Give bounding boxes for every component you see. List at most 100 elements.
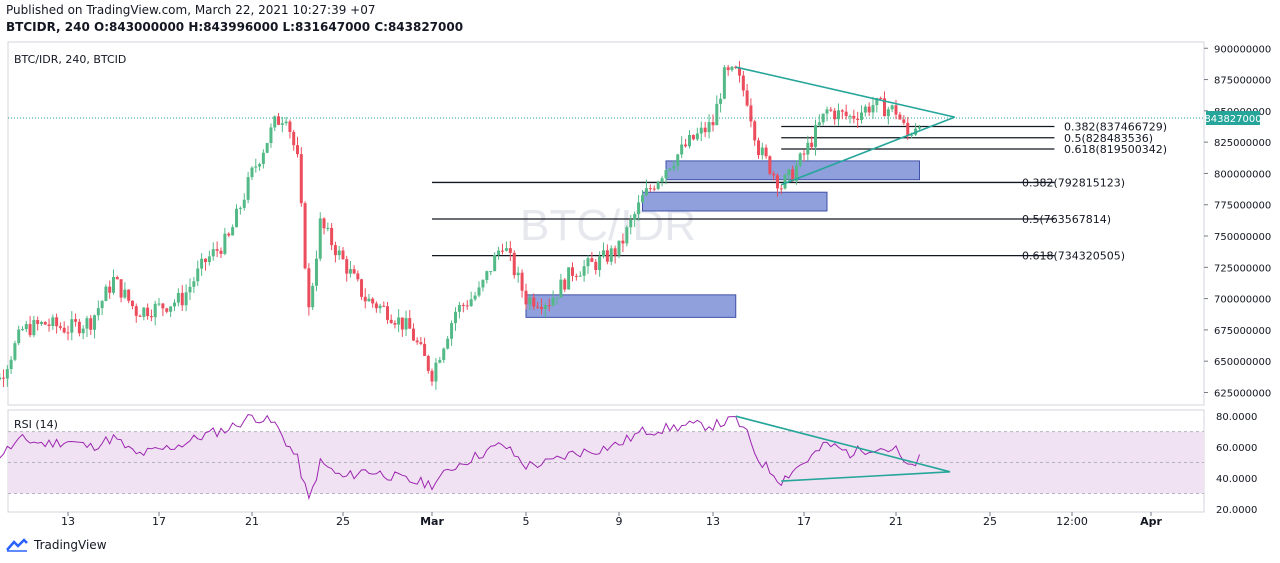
rsi-pane: 80.0000 60.0000 40.0000 20.0000 — [0, 412, 1257, 516]
time-tick-label: 17 — [152, 515, 166, 528]
candle-body — [207, 256, 211, 263]
rsi-triangle-upper-line — [735, 415, 951, 473]
candle-body — [457, 304, 461, 312]
candle-body — [578, 275, 582, 277]
candle-body — [450, 323, 454, 339]
candle-body — [292, 131, 296, 146]
candle-body — [400, 317, 404, 330]
candle-body — [219, 250, 223, 254]
candle-body — [62, 327, 66, 333]
price-tick-label: 875000000 — [1214, 76, 1271, 87]
candle-body — [386, 306, 389, 320]
candle-body — [21, 329, 24, 331]
candle-body — [200, 258, 204, 269]
candle-body — [127, 289, 131, 301]
footer-brand: TradingView — [34, 538, 107, 552]
candle-body — [621, 240, 625, 244]
candle-body — [280, 123, 284, 125]
price-tick-label: 775000000 — [1214, 201, 1271, 212]
candle-body — [497, 250, 501, 256]
candle-body — [555, 297, 559, 299]
candle-body — [85, 318, 89, 329]
candle-body — [738, 68, 742, 76]
fibonacci-levels: 0.382(837466729)0.5(828483536)0.618(8195… — [432, 121, 1167, 263]
candle-body — [24, 324, 28, 330]
candle-body — [547, 305, 551, 307]
candle-body — [699, 127, 703, 134]
candle-body — [715, 103, 719, 126]
candle-body — [96, 308, 100, 316]
candle-body — [284, 121, 288, 124]
candle-body — [695, 133, 699, 140]
fib-label: 0.618(819500342) — [1064, 143, 1167, 156]
candle-body — [504, 248, 508, 251]
candle-body — [371, 298, 375, 304]
candle-body — [374, 303, 378, 309]
price-tick-label: 825000000 — [1214, 138, 1271, 149]
fib-label: 0.5(828483536) — [1064, 132, 1153, 145]
candle-body — [223, 233, 227, 254]
candle-body — [810, 142, 814, 148]
candle-body — [89, 318, 93, 330]
low-value: 831647000 — [294, 20, 371, 34]
candle-body — [707, 122, 711, 133]
candle-body — [196, 268, 200, 282]
candle-body — [672, 165, 676, 169]
published-line: Published on TradingView.com, March 22, … — [6, 3, 376, 17]
fib-label: 0.382(792815123) — [1022, 176, 1125, 189]
rsi-tick-label: 80.0000 — [1216, 412, 1257, 423]
candle-body — [775, 175, 779, 189]
candle-body — [303, 203, 307, 269]
candles — [0, 60, 921, 390]
candle-body — [501, 250, 504, 252]
candle-body — [157, 303, 161, 305]
time-tick-label: 21 — [245, 515, 259, 528]
candle-body — [397, 317, 401, 325]
candle-body — [806, 142, 810, 155]
candle-body — [559, 279, 563, 298]
price-tick-label: 900000000 — [1214, 44, 1271, 55]
candle-body — [883, 98, 886, 117]
support-zone — [642, 191, 828, 212]
candle-body — [886, 109, 890, 117]
fib-label: 0.5(763567814) — [1022, 213, 1111, 226]
candle-body — [726, 67, 730, 70]
rsi-tick-label: 20.0000 — [1216, 505, 1257, 516]
candle-body — [51, 317, 55, 327]
rsi-line — [0, 414, 920, 501]
candle-body — [311, 285, 315, 308]
candle-body — [779, 188, 783, 190]
candle-body — [66, 332, 70, 334]
candle-body — [508, 248, 512, 253]
candle-body — [867, 106, 871, 113]
rsi-tick-label: 60.0000 — [1216, 443, 1257, 454]
footer: TradingView — [6, 538, 107, 552]
candle-body — [798, 153, 802, 166]
candle-body — [520, 272, 524, 291]
candle-body — [840, 110, 844, 112]
candle-body — [408, 318, 412, 329]
candle-body — [77, 321, 81, 334]
candle-body — [605, 250, 609, 262]
candle-body — [9, 359, 13, 370]
symbol-label: BTCIDR, 240 — [6, 20, 90, 34]
main-pane-border — [7, 41, 1205, 406]
candle-body — [348, 269, 352, 274]
candle-body — [39, 322, 43, 324]
candle-body — [598, 256, 602, 271]
candle-body — [794, 165, 798, 181]
candle-body — [367, 298, 371, 302]
candle-body — [648, 188, 652, 190]
candle-body — [382, 305, 386, 307]
candle-body — [821, 113, 825, 123]
candle-body — [582, 266, 586, 276]
candle-body — [227, 233, 231, 236]
candle-body — [617, 240, 621, 256]
high-value: 843996000 — [203, 20, 279, 34]
candle-body — [848, 115, 852, 117]
candle-body — [258, 164, 262, 167]
candle-body — [454, 311, 457, 324]
candle-body — [722, 67, 726, 99]
candle-body — [783, 175, 787, 189]
